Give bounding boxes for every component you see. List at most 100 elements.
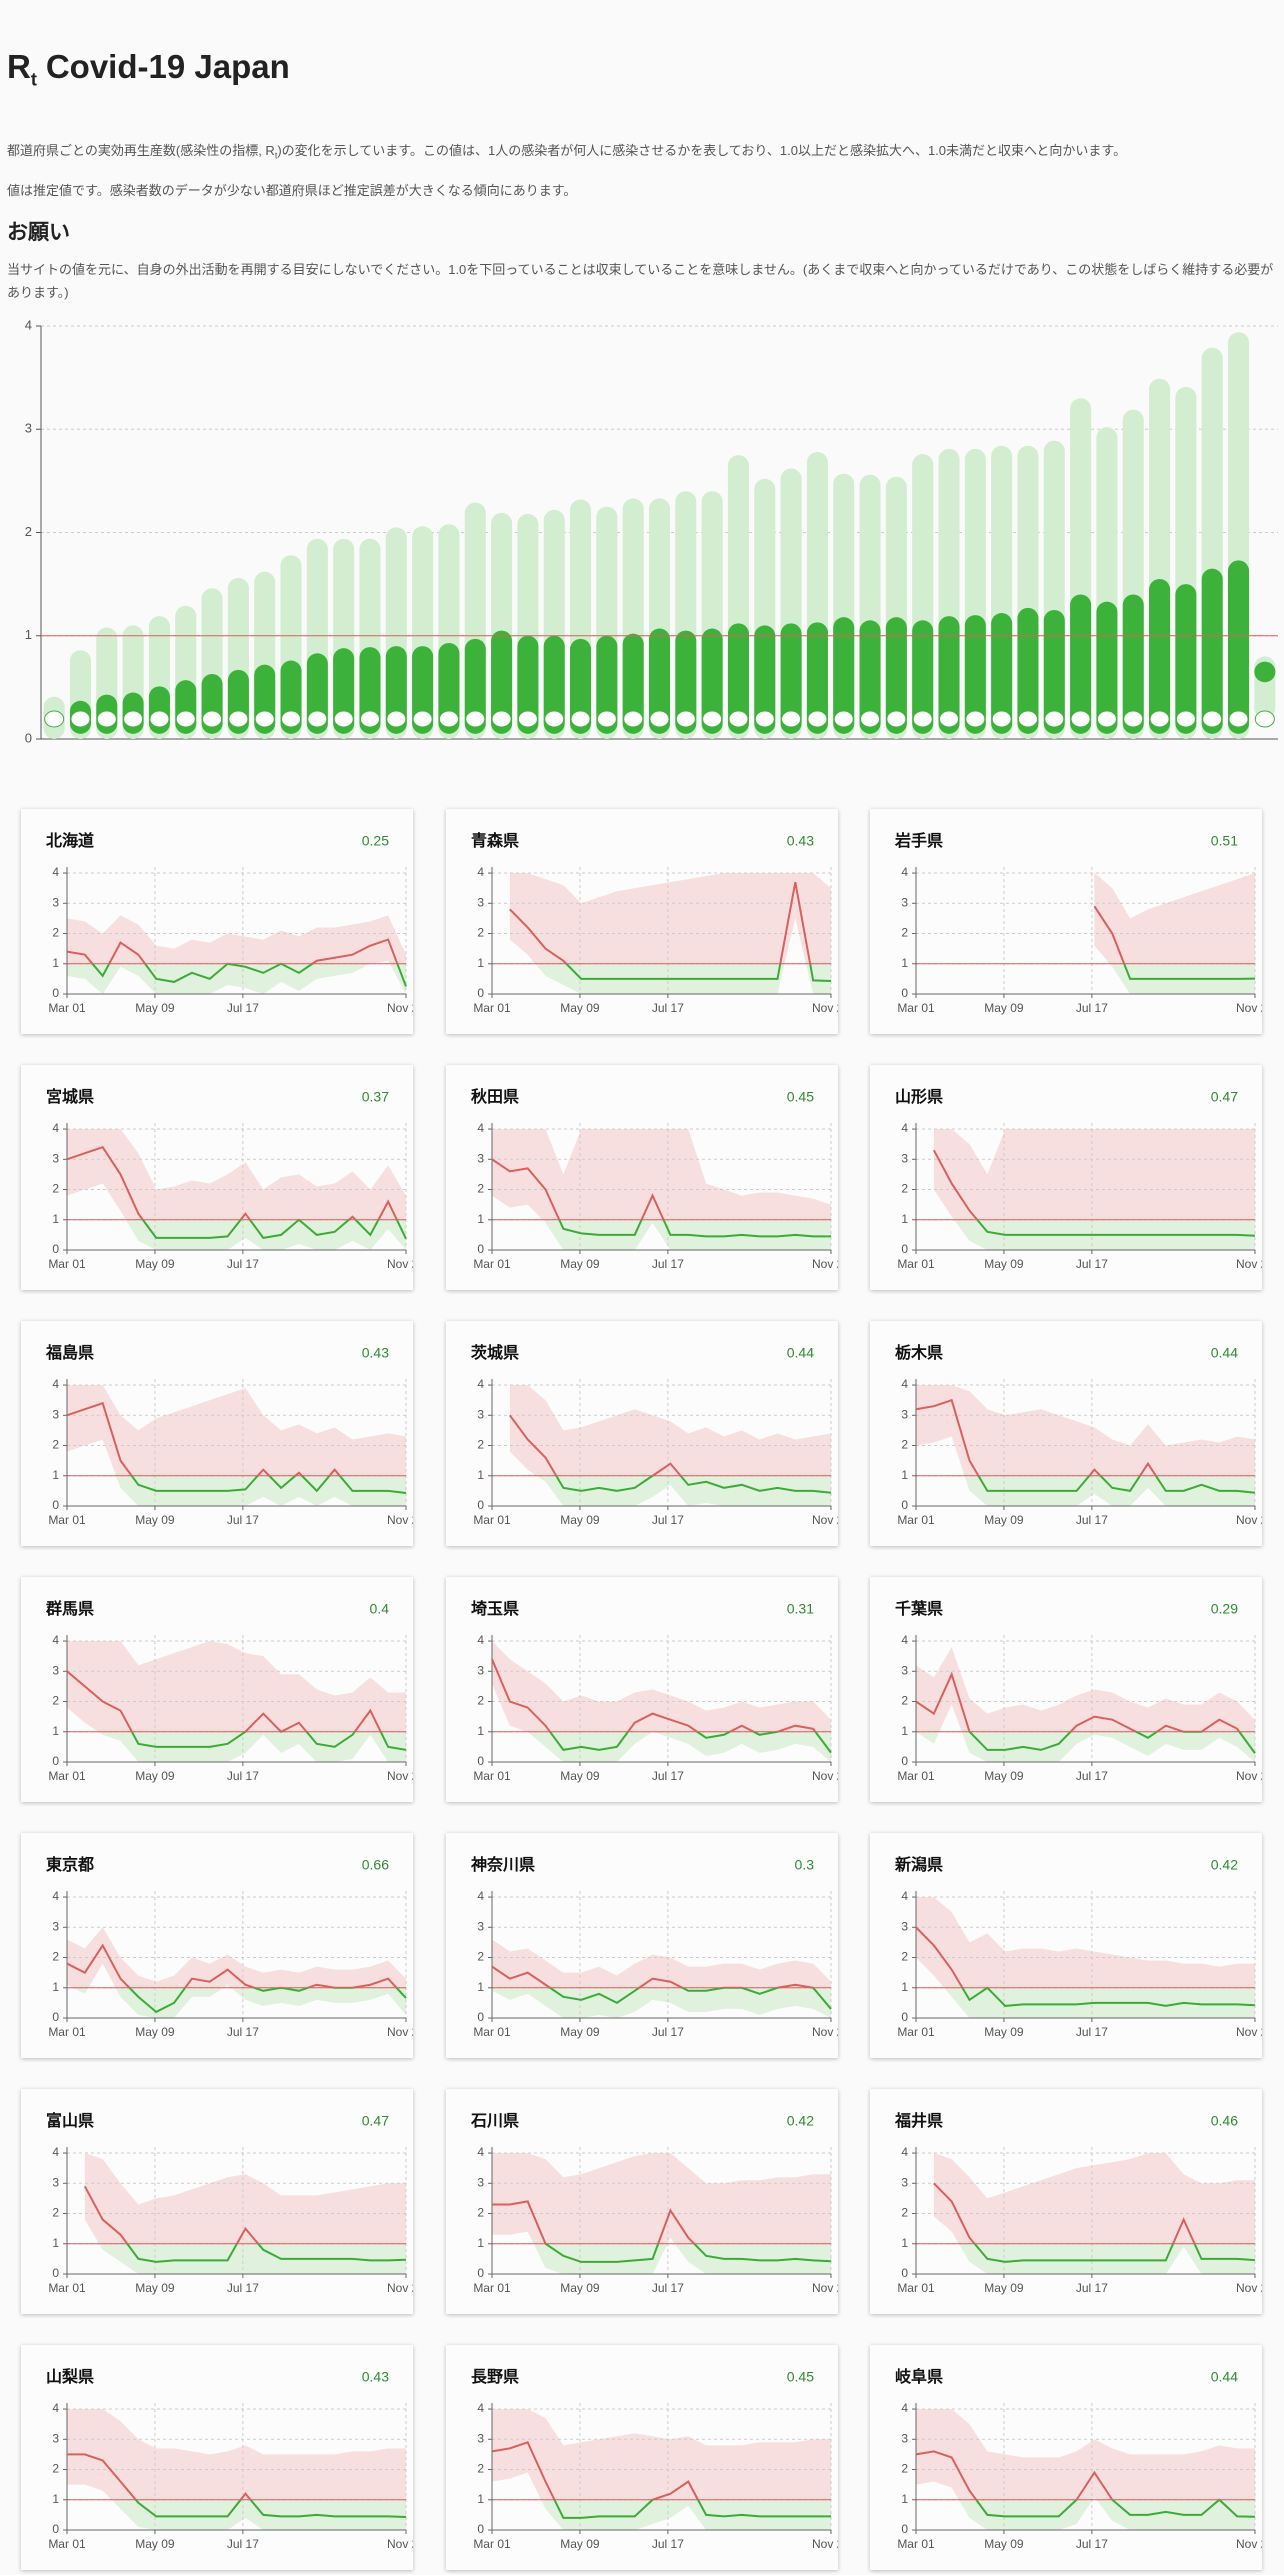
rt-line — [491, 1158, 831, 1238]
x-tick-label: Nov 22 — [1236, 1769, 1262, 1783]
prefecture-name: 山形県 — [895, 1087, 943, 1106]
title-sub: t — [30, 69, 37, 90]
x-tick-label: May 09 — [135, 2025, 175, 2039]
prefecture-chart: 茨城県 0.44 0 1 2 3 4 Mar 01 May 09 Jul 17 Nov 22 — [471, 1343, 850, 1527]
prefecture-value: 0.25 — [362, 833, 389, 849]
interval-bar-core — [964, 615, 986, 734]
y-tick-label: 3 — [52, 1663, 59, 1677]
prefecture-chart: 富山県 0.47 0 1 2 3 4 Mar 01 May 09 Jul 17 Nov 22 — [46, 2111, 425, 2295]
y-tick-label: 4 — [477, 865, 484, 879]
x-tick-label: May 09 — [135, 1513, 175, 1527]
prefecture-name: 新潟県 — [894, 1855, 943, 1874]
y-tick-label: 4 — [901, 1121, 908, 1135]
prefecture-chart: 埼玉県 0.31 0 1 2 3 4 Mar 01 May 09 Jul 17 Nov 22 — [471, 1599, 850, 1783]
y-tick-label: 1 — [25, 627, 32, 642]
prefecture-value: 0.45 — [787, 1089, 814, 1105]
label-marker — [886, 710, 907, 728]
y-tick-label: 1 — [477, 2492, 484, 2506]
y-tick-label: 0 — [901, 1754, 908, 1768]
x-tick-label: Nov 22 — [387, 1769, 413, 1783]
x-tick-label: Jul 17 — [227, 2025, 259, 2039]
prefecture-name: 茨城県 — [471, 1343, 519, 1362]
y-tick-label: 2 — [477, 2462, 484, 2476]
y-tick-label: 0 — [52, 1754, 59, 1768]
y-tick-label: 1 — [901, 1980, 908, 1994]
y-tick-label: 0 — [477, 2266, 484, 2280]
x-tick-label: Nov 22 — [387, 2281, 413, 2295]
y-tick-label: 1 — [477, 2236, 484, 2250]
prefecture-value: 0.46 — [1211, 2113, 1238, 2129]
interval-bar-core — [1149, 578, 1171, 734]
y-tick-label: 1 — [52, 2492, 59, 2506]
y-tick-label: 1 — [477, 956, 484, 970]
prefecture-value: 0.42 — [787, 2113, 814, 2129]
rt-line — [491, 1965, 832, 2010]
y-tick-label: 0 — [901, 2010, 908, 2024]
x-tick-label: May 09 — [984, 2537, 1024, 2551]
prefecture-value: 0.51 — [1211, 833, 1238, 849]
x-tick-label: Jul 17 — [1076, 1769, 1108, 1783]
y-tick-label: 1 — [52, 1724, 59, 1738]
label-marker — [860, 710, 881, 728]
x-tick-label: May 09 — [984, 1001, 1024, 1015]
y-tick-label: 1 — [52, 1980, 59, 1994]
x-tick-label: Jul 17 — [1076, 2537, 1108, 2551]
rt-line — [491, 1658, 832, 1754]
x-tick-label: May 09 — [560, 1769, 600, 1783]
prefecture-chart: 岐阜県 0.44 0 1 2 3 4 Mar 01 May 09 Jul 17 Nov 22 — [895, 2367, 1274, 2551]
label-marker — [1017, 710, 1038, 728]
y-tick-label: 4 — [477, 1633, 484, 1647]
y-tick-label: 4 — [901, 1633, 908, 1647]
y-tick-label: 3 — [477, 895, 484, 909]
prefecture-card: 富山県 0.47 0 1 2 3 4 Mar 01 May 09 Jul 17 Nov 22 — [21, 2089, 425, 2314]
y-tick-label: 4 — [25, 317, 32, 332]
label-marker — [1254, 710, 1275, 728]
label-marker — [228, 710, 249, 728]
interval-bar-core — [596, 635, 618, 734]
x-tick-label: Jul 17 — [652, 1257, 684, 1271]
x-tick-label: Mar 01 — [473, 1513, 511, 1527]
prefecture-card: 山梨県 0.43 0 1 2 3 4 Mar 01 May 09 Jul 17 Nov 22 — [21, 2345, 425, 2570]
x-tick-label: Jul 17 — [1076, 1257, 1108, 1271]
x-tick-label: Mar 01 — [897, 1513, 935, 1527]
label-marker — [254, 710, 275, 728]
y-tick-label: 0 — [52, 986, 59, 1000]
y-tick-label: 2 — [901, 1950, 908, 1964]
label-marker — [202, 710, 223, 728]
interval-bar-core — [1175, 584, 1197, 734]
label-marker — [438, 710, 459, 728]
y-tick-label: 0 — [901, 1242, 908, 1256]
prefecture-name: 石川県 — [470, 2112, 519, 2130]
title-rest: Covid-19 Japan — [45, 48, 290, 85]
x-tick-label: May 09 — [135, 2537, 175, 2551]
rt-line — [509, 881, 832, 982]
title-r: R — [7, 48, 31, 85]
label-marker — [649, 710, 670, 728]
y-tick-label: 3 — [901, 1407, 908, 1421]
label-marker — [307, 710, 328, 728]
rt-line — [67, 2453, 407, 2518]
label-marker — [149, 710, 170, 728]
x-tick-label: May 09 — [984, 1513, 1024, 1527]
x-tick-label: Nov 22 — [1236, 1513, 1262, 1527]
y-tick-label: 4 — [52, 865, 59, 879]
label-marker — [754, 710, 775, 728]
label-marker — [938, 710, 960, 728]
prefecture-value: 0.43 — [362, 2369, 389, 2385]
label-marker — [912, 710, 933, 728]
label-marker — [991, 710, 1012, 728]
x-tick-label: Jul 17 — [652, 2537, 684, 2551]
interval-bar-core — [675, 630, 697, 734]
intro-text: 都道府県ごとの実効再生産数(感染性の指標, R — [7, 143, 275, 158]
x-tick-label: Nov 22 — [812, 2281, 838, 2295]
x-tick-label: Mar 01 — [897, 2025, 935, 2039]
prefecture-card: 新潟県 0.42 0 1 2 3 4 Mar 01 May 09 Jul 17 Nov 22 — [870, 1833, 1274, 2058]
y-tick-label: 2 — [477, 926, 484, 940]
y-tick-label: 1 — [477, 1212, 484, 1226]
x-tick-label: Nov 22 — [387, 2537, 413, 2551]
y-tick-label: 4 — [477, 1121, 484, 1135]
intro: 都道府県ごとの実効再生産数(感染性の指標, Rt)の変化を示しています。この値は… — [7, 140, 1126, 161]
y-tick-label: 3 — [477, 2431, 484, 2445]
label-marker — [1202, 710, 1223, 728]
